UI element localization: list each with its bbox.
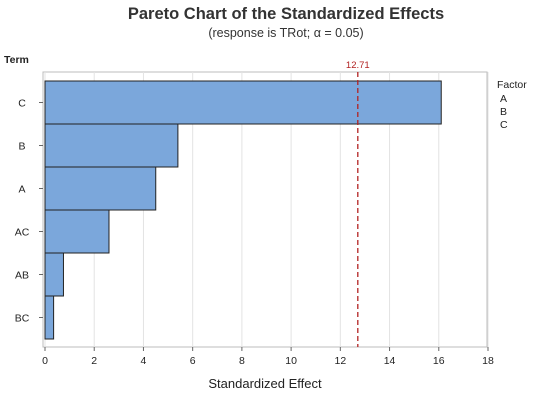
bar-c (44, 80, 442, 125)
bar-a (44, 166, 157, 211)
y-axis-title: Term (4, 54, 29, 66)
x-tick-label: 10 (285, 355, 297, 367)
bar-ab (44, 252, 64, 297)
x-tick-label: 18 (482, 355, 494, 367)
y-tick-label-b: B (18, 141, 25, 153)
bar-bc (44, 295, 55, 340)
y-tick-label-ac: AC (15, 227, 30, 239)
legend: Factor ABC (497, 79, 527, 131)
x-tick-label: 2 (91, 355, 97, 367)
legend-entry-c: C (500, 119, 508, 131)
chart-title: Pareto Chart of the Standardized Effects (128, 5, 444, 23)
y-tick-label-ab: AB (15, 270, 29, 282)
y-tick-label-bc: BC (15, 313, 30, 325)
bar-b (44, 123, 179, 168)
x-tick-label: 8 (239, 355, 245, 367)
x-tick-labels: 0 2 4 6 8 10 12 14 16 18 (42, 347, 494, 367)
x-tick-label: 16 (433, 355, 445, 367)
legend-entry-a: A (500, 93, 507, 105)
critical-value-label: 12.71 (346, 60, 370, 71)
x-tick-label: 12 (334, 355, 346, 367)
x-tick-label: 4 (141, 355, 147, 367)
bars (44, 80, 442, 340)
legend-title: Factor (497, 79, 527, 91)
chart-subtitle: (response is TRot; α = 0.05) (208, 26, 363, 40)
plot-area-frame (42, 71, 488, 348)
x-tick-label: 6 (190, 355, 196, 367)
reference-line-group: 12.71 (346, 60, 370, 347)
x-tick-label: 14 (384, 355, 396, 367)
y-tick-label-a: A (18, 184, 25, 196)
bar-ac (44, 209, 110, 254)
legend-entries: ABC (500, 93, 508, 131)
x-axis-title: Standardized Effect (208, 376, 322, 391)
y-tick-label-c: C (18, 98, 26, 110)
legend-entry-b: B (500, 106, 507, 118)
x-tick-label: 0 (42, 355, 48, 367)
y-tick-labels: C B A AC AB BC (15, 98, 43, 325)
